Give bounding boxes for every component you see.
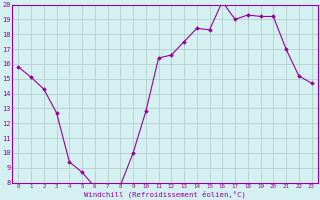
X-axis label: Windchill (Refroidissement éolien,°C): Windchill (Refroidissement éolien,°C) — [84, 190, 246, 198]
